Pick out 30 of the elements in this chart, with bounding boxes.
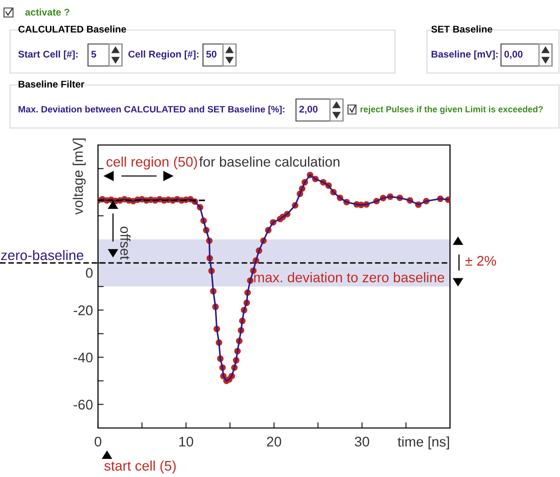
text: 50 <box>206 50 216 58</box>
text: Baseline Filter <box>18 80 84 88</box>
annotation: cell region (50) <box>106 156 198 170</box>
text: start cell (5) <box>104 460 176 474</box>
text: CALCULATED Baseline <box>18 25 126 33</box>
text: reject Pulses if the given Limit is exceeded? <box>360 106 543 114</box>
x-axis-title: time [ns] <box>398 436 450 450</box>
text: Baseline [mV]: <box>432 50 498 60</box>
text: 5 <box>91 50 96 58</box>
x-tick-label: 0 <box>94 436 102 447</box>
text: Cell Region [#]: <box>128 50 198 60</box>
x-tick-label: 20 <box>266 436 282 447</box>
text: 0,00 <box>504 50 523 60</box>
band-label: max. deviation to zero baseline <box>254 272 444 282</box>
y-tick-label: -40 <box>74 352 93 362</box>
y-tick-label: -60 <box>74 400 93 410</box>
text: SET Baseline <box>431 25 492 33</box>
text: 2,00 <box>299 106 318 114</box>
text: Start Cell [#]: <box>18 50 78 60</box>
text: Max. Deviation between CALCULATED and SET Baseline [%]: <box>18 106 284 114</box>
y-tick-label: -20 <box>74 305 93 316</box>
y-axis-title: voltage [mV] <box>72 138 86 215</box>
annotation: for baseline calculation <box>199 156 340 167</box>
annotation: offset <box>120 226 130 260</box>
text: activate ? <box>25 8 70 16</box>
y-tick-label: 0 <box>86 268 93 278</box>
x-tick-label: 10 <box>179 436 194 447</box>
text: ± 2% <box>465 256 496 266</box>
x-tick-label: 30 <box>354 436 370 447</box>
ref-line-label: zero-baseline <box>1 250 84 260</box>
